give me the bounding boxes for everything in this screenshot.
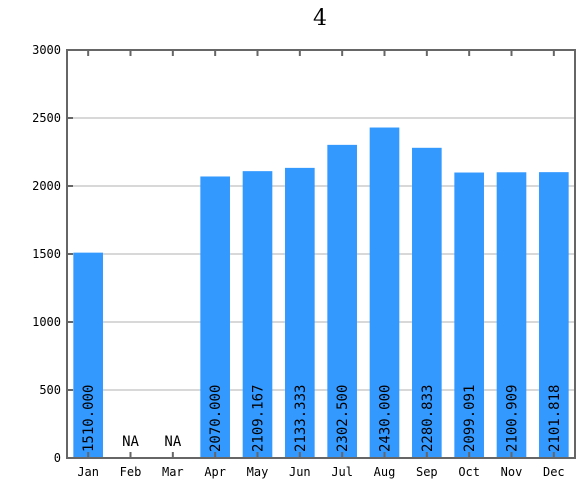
bar (369, 127, 400, 459)
x-tick-label: May (247, 465, 269, 479)
x-tick-label: Oct (458, 465, 480, 479)
x-tick-label: Jan (77, 465, 99, 479)
bar-value-label: 2109.167 (251, 385, 267, 452)
y-tick-label: 0 (54, 451, 61, 465)
x-tick-label: Apr (204, 465, 226, 479)
y-tick-label: 2000 (32, 179, 61, 193)
bar-value-label: 2280.833 (420, 385, 436, 452)
axis-ticks (67, 49, 555, 459)
y-axis-labels: 0 500 1000 1500 2000 2500 3000 (32, 43, 61, 465)
y-tick-label: 1500 (32, 247, 61, 261)
chart-title: 4 (313, 6, 327, 31)
bar-value-label: 2099.091 (462, 385, 478, 452)
bar (454, 172, 484, 458)
bar-value-labels: 1510.000 NA NA 2070.000 2109.167 2133.333 2302… (81, 385, 563, 452)
x-tick-label: Sep (416, 465, 438, 479)
bar-value-label: 2430.000 (378, 385, 394, 452)
x-tick-label: Aug (374, 465, 396, 479)
x-tick-label: Jun (289, 465, 311, 479)
bar (200, 176, 230, 459)
na-label: NA (164, 434, 181, 450)
bar-value-label: 2070.000 (208, 385, 224, 452)
bar (327, 144, 357, 459)
bars (73, 127, 569, 459)
y-tick-label: 1000 (32, 315, 61, 329)
bar-value-label: 2100.909 (505, 385, 521, 452)
x-tick-label: Jul (331, 465, 353, 479)
na-label: NA (122, 434, 139, 450)
x-tick-label: Mar (162, 465, 184, 479)
bar-value-label: 1510.000 (81, 385, 97, 452)
grid-lines (67, 117, 575, 391)
bar-value-label: 2133.333 (293, 385, 309, 452)
bar-value-label: 2101.818 (547, 385, 563, 452)
y-tick-label: 2500 (32, 111, 61, 125)
bar (496, 172, 527, 459)
bar (73, 252, 103, 458)
x-tick-label: Nov (501, 465, 523, 479)
y-tick-label: 500 (39, 383, 61, 397)
bar (539, 172, 569, 458)
bar (412, 147, 442, 459)
bar (285, 167, 315, 459)
bar-value-label: 2302.500 (335, 385, 351, 452)
y-tick-label: 3000 (32, 43, 61, 57)
x-tick-label: Feb (120, 465, 142, 479)
x-axis-labels: Jan Feb Mar Apr May Jun Jul Aug Sep Oct Nov Dec (77, 465, 564, 479)
x-tick-label: Dec (543, 465, 565, 479)
bar (242, 171, 273, 458)
